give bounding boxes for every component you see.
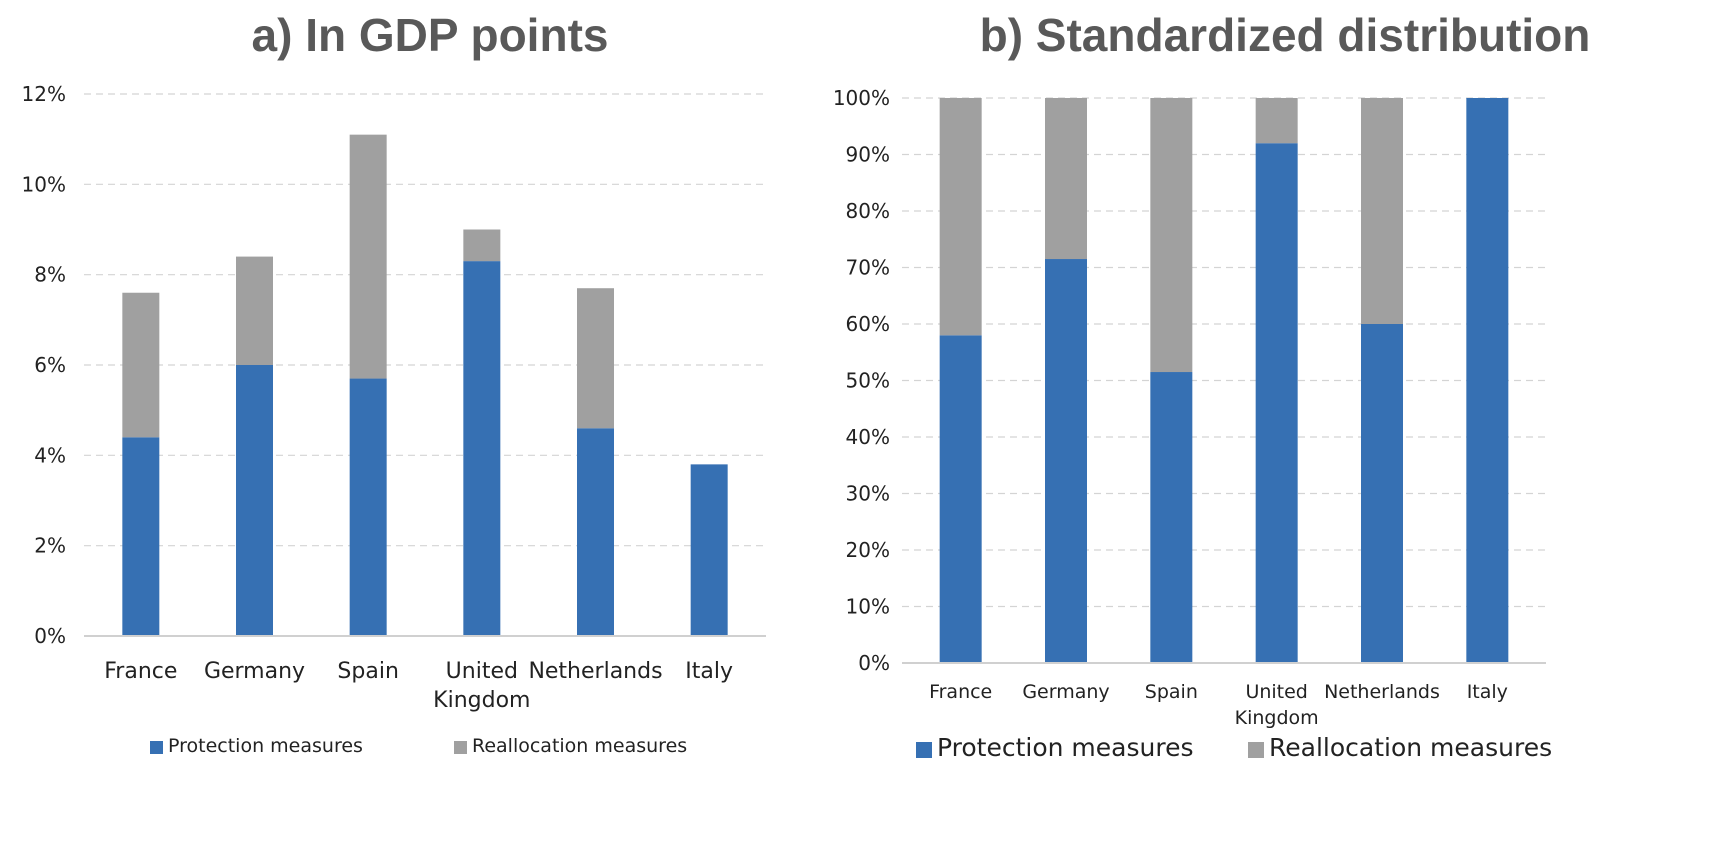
x-category-label: United Kingdom: [433, 659, 530, 713]
legend-label: Protection measures: [937, 733, 1193, 762]
y-tick-label: 8%: [34, 263, 66, 287]
bar-segment: [939, 98, 982, 336]
y-tick-label: 70%: [846, 256, 890, 280]
y-tick-label: 12%: [22, 82, 66, 106]
bar-segment: [1045, 259, 1087, 663]
bar-segment: [1150, 98, 1193, 373]
legend-label: Reallocation measures: [1269, 733, 1552, 762]
legend-label: Reallocation measures: [472, 735, 687, 757]
bar-segment: [1150, 372, 1193, 663]
chart-title: a) In GDP points: [251, 9, 609, 61]
chart-gdp-points: 0% 2% 4% 6% 8% 10% 12% France Germany Spain United…: [22, 82, 766, 757]
bar-segment: [236, 256, 273, 365]
y-tick-label: 4%: [34, 443, 66, 467]
y-tick-label: 40%: [846, 425, 890, 449]
legend-swatch: [916, 742, 932, 758]
x-category-label: Spain: [1145, 681, 1198, 703]
bar-segment: [463, 229, 501, 262]
x-category-label: Spain: [337, 659, 398, 684]
chart-panel-gdp-points: a) In GDP points 0% 2% 4% 6% 8% 10% 12% France G…: [22, 9, 766, 757]
bar-segment: [1255, 98, 1298, 144]
bar-segment: [122, 437, 160, 636]
y-tick-label: 50%: [846, 369, 890, 393]
bar-segment: [122, 292, 160, 438]
bar-segment: [690, 464, 728, 636]
bar-segment: [1255, 143, 1298, 663]
y-tick-label: 100%: [833, 86, 890, 110]
y-tick-label: 0%: [858, 651, 890, 675]
y-tick-label: 90%: [846, 143, 890, 167]
y-tick-label: 6%: [34, 353, 66, 377]
bar-segment: [463, 261, 501, 636]
y-tick-label: 10%: [846, 595, 890, 619]
x-category-label: Netherlands: [1324, 681, 1440, 703]
y-tick-label: 10%: [22, 172, 66, 196]
x-category-label: France: [104, 659, 177, 684]
bar-segment: [349, 134, 387, 379]
bar-segment: [1361, 324, 1403, 663]
x-category-label: Netherlands: [528, 659, 662, 684]
y-tick-label: 20%: [846, 538, 890, 562]
chart-standardized-distribution: 0% 10% 20% 30% 40% 50% 60% 70% 80% 90% 100% France G…: [833, 86, 1552, 762]
x-category-label: Germany: [204, 659, 305, 684]
legend-swatch: [454, 741, 467, 754]
x-category-label: United Kingdom: [1235, 681, 1319, 729]
bar-segment: [1045, 98, 1087, 260]
bar-segment: [1361, 98, 1403, 324]
x-category-label: France: [929, 681, 992, 703]
bar-segment: [1466, 98, 1509, 663]
legend-label: Protection measures: [168, 735, 363, 757]
chart-panel-standardized: b) Standardized distribution 0% 10% 20% 30%…: [833, 0, 1710, 852]
y-tick-label: 30%: [846, 482, 890, 506]
y-tick-label: 2%: [34, 534, 66, 558]
x-category-label: Italy: [1467, 681, 1508, 703]
bar-segment: [939, 335, 982, 663]
chart-title: b) Standardized distribution: [979, 9, 1591, 61]
legend-swatch: [150, 741, 163, 754]
legend-swatch: [1248, 742, 1264, 758]
x-category-label: Germany: [1022, 681, 1109, 703]
bar-segment: [236, 365, 273, 636]
bar-segment: [577, 428, 614, 636]
bar-segment: [349, 378, 387, 636]
x-category-label: Italy: [685, 659, 733, 684]
y-tick-label: 80%: [846, 199, 890, 223]
y-tick-label: 0%: [34, 624, 66, 648]
y-tick-label: 60%: [846, 312, 890, 336]
bar-segment: [577, 288, 614, 429]
